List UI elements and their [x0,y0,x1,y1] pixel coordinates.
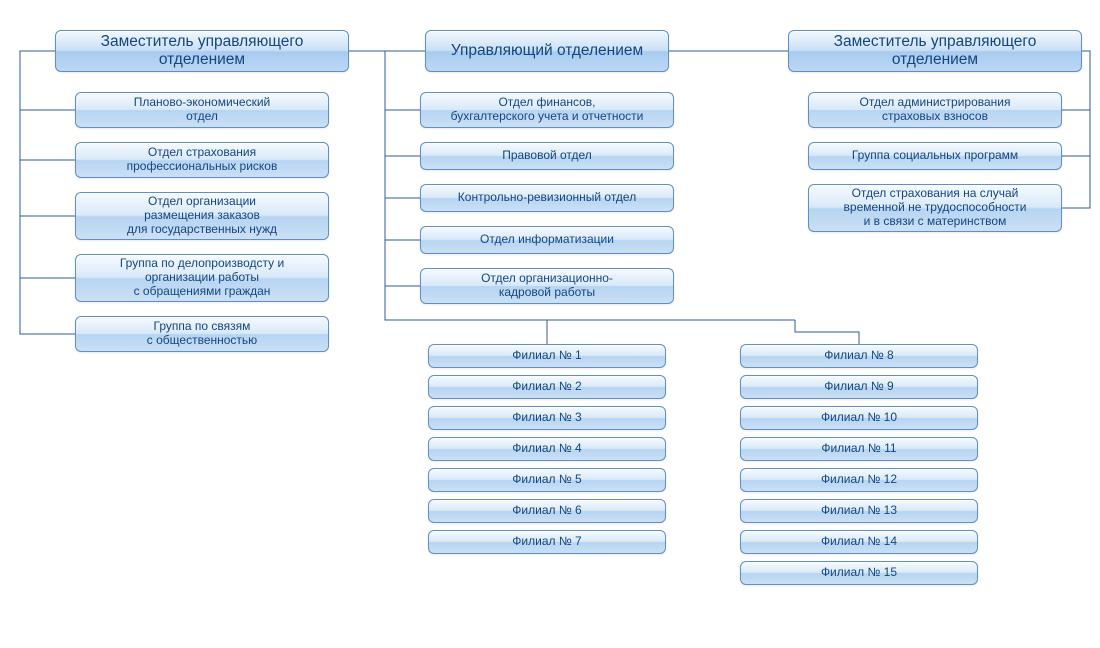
org-node-l3: Отдел организацииразмещения заказовдля г… [75,192,329,240]
org-node-l5: Группа по связямс общественностью [75,316,329,352]
org-node-r2: Группа социальных программ [808,142,1062,170]
connector [795,320,859,344]
org-node-f5: Филиал № 5 [428,468,666,492]
org-chart-stage: Заместитель управляющегоотделением Управл… [0,0,1100,648]
org-node-f8: Филиал № 8 [740,344,978,368]
org-node-f15: Филиал № 15 [740,561,978,585]
org-node-f6: Филиал № 6 [428,499,666,523]
org-node-l2: Отдел страхованияпрофессиональных рисков [75,142,329,178]
org-node-f4: Филиал № 4 [428,437,666,461]
org-node-f3: Филиал № 3 [428,406,666,430]
org-node-r3: Отдел страхования на случайвременной не … [808,184,1062,232]
org-node-c1: Отдел финансов,бухгалтерского учета и от… [420,92,674,128]
org-node-c2: Правовой отдел [420,142,674,170]
org-node-l1: Планово-экономическийотдел [75,92,329,128]
org-node-r1: Отдел администрированиястраховых взносов [808,92,1062,128]
org-node-f9: Филиал № 9 [740,375,978,399]
org-node-f12: Филиал № 12 [740,468,978,492]
org-node-l4: Группа по делопроизводсту иорганизации р… [75,254,329,302]
org-node-f2: Филиал № 2 [428,375,666,399]
org-node-dep_left: Заместитель управляющегоотделением [55,30,349,72]
org-node-f10: Филиал № 10 [740,406,978,430]
org-node-f7: Филиал № 7 [428,530,666,554]
org-node-c3: Контрольно-ревизионный отдел [420,184,674,212]
org-node-c5: Отдел организационно-кадровой работы [420,268,674,304]
connector [1062,51,1090,208]
org-node-f13: Филиал № 13 [740,499,978,523]
org-node-f11: Филиал № 11 [740,437,978,461]
org-node-f1: Филиал № 1 [428,344,666,368]
org-node-mgr: Управляющий отделением [425,30,669,72]
connector [20,51,75,334]
org-node-c4: Отдел информатизации [420,226,674,254]
org-node-f14: Филиал № 14 [740,530,978,554]
org-node-dep_right: Заместитель управляющегоотделением [788,30,1082,72]
